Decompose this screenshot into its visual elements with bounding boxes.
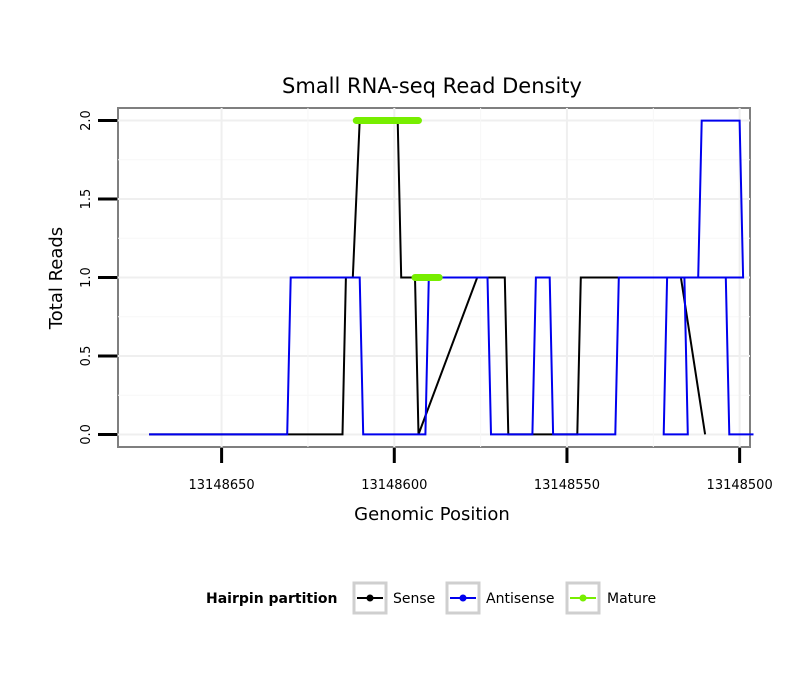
y-axis: 0.0 0.5 1.0 1.5 2.0 [79,110,117,445]
y-axis-label: Total Reads [46,227,67,330]
legend-key-point [366,594,374,602]
legend-label: Sense [393,591,435,607]
legend-title: Hairpin partition [206,591,337,607]
legend-key-point [579,594,587,602]
mature-series [352,117,443,281]
legend-items: Sense Antisense Mature [352,581,656,615]
x-axis-label: Genomic Position [354,504,510,525]
legend-key-point [459,594,467,602]
legend-entry-antisense: Antisense [445,581,555,615]
y-tick-label: 1.5 [79,189,94,210]
legend-label: Antisense [486,591,555,607]
y-tick-label: 0.0 [79,424,94,445]
x-tick-label: 13148500 [707,478,773,493]
series-lines [149,119,754,436]
x-tick-label: 13148650 [189,478,255,493]
series-line-antisense [149,119,754,436]
y-tick-label: 0.5 [79,346,94,367]
legend-label: Mature [607,591,656,607]
legend-entry-sense: Sense [352,581,435,615]
x-axis: 13148650 13148600 13148550 13148500 [189,448,773,493]
chart-title: Small RNA-seq Read Density [282,74,582,98]
y-tick-label: 2.0 [79,110,94,131]
legend: Hairpin partition Sense Antisense Mature [206,581,656,615]
y-tick-label: 1.0 [79,267,94,288]
x-tick-label: 13148550 [534,478,600,493]
legend-entry-mature: Mature [565,581,656,615]
x-tick-label: 13148600 [361,478,427,493]
